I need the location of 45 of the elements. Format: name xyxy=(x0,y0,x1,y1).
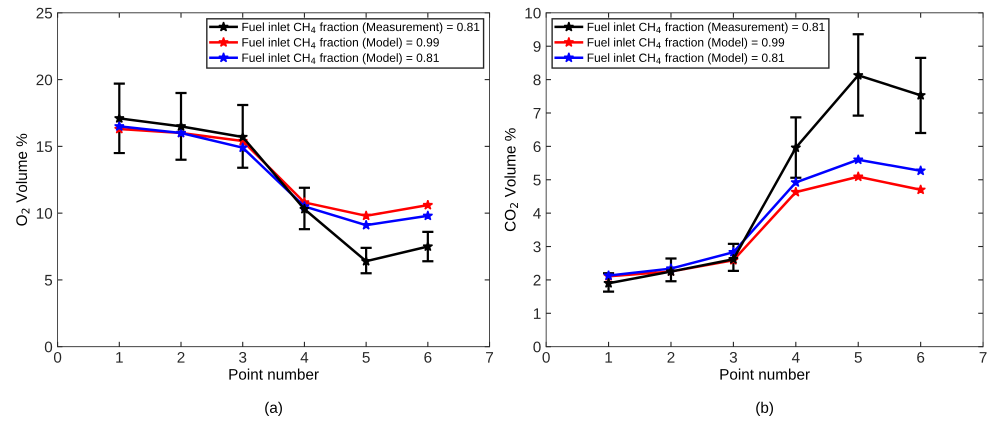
x-tick-label: 3 xyxy=(239,352,246,363)
legend-label: Fuel inlet CH$_{4}$ fraction (Model) = 0.99 xyxy=(242,38,439,49)
y-axis-title: O$_{2}$ Volume % xyxy=(16,134,30,226)
legend-label: Fuel inlet CH$_{4}$ fraction (Measurement) = 0.81 xyxy=(242,22,480,34)
y-tick-label: 2 xyxy=(534,274,541,286)
legend-label: Fuel inlet CH$_{4}$ fraction (Measurement) = 0.81 xyxy=(588,22,825,34)
legend-label: Fuel inlet CH$_{4}$ fraction (Model) = 0.81 xyxy=(588,53,784,64)
y-tick-label: 5 xyxy=(533,174,541,186)
y-tick-label: 15 xyxy=(36,141,52,152)
x-tick-label: 2 xyxy=(668,352,674,363)
legend-label: Fuel inlet CH$_{4}$ fraction (Model) = 0.81 xyxy=(242,53,439,64)
y-tick-label: 9 xyxy=(534,41,541,52)
x-tick-label: 5 xyxy=(362,352,370,363)
x-tick-label: 1 xyxy=(605,352,612,363)
x-tick-label: 6 xyxy=(917,352,924,363)
y-tick-label: 10 xyxy=(36,208,52,219)
x-tick-label: 6 xyxy=(424,352,432,363)
x-tick-label: 5 xyxy=(854,352,862,363)
legend-label: Fuel inlet CH$_{4}$ fraction (Model) = 0.99 xyxy=(588,38,784,49)
x-axis-title: Point number xyxy=(229,368,319,380)
x-tick-label: 4 xyxy=(300,352,308,363)
y-tick-label: 7 xyxy=(534,108,541,119)
y-tick-label: 0 xyxy=(533,342,541,352)
text: (b) xyxy=(756,402,773,416)
x-tick-label: 4 xyxy=(792,352,800,363)
y-tick-label: 5 xyxy=(44,274,52,286)
x-axis-title: Point number xyxy=(720,368,810,380)
y-tick-label: 8 xyxy=(533,74,541,86)
x-tick-label: 3 xyxy=(730,352,737,363)
y-tick-label: 0 xyxy=(44,342,52,352)
x-tick-label: 7 xyxy=(980,352,987,363)
y-axis-title: CO$_{2}$ Volume % xyxy=(504,128,518,232)
x-tick-label: 7 xyxy=(486,352,494,363)
y-tick-label: 1 xyxy=(534,308,541,319)
y-tick-label: 6 xyxy=(534,141,541,152)
y-tick-label: 10 xyxy=(525,8,541,19)
x-tick-label: 2 xyxy=(178,352,184,363)
y-tick-label: 20 xyxy=(36,74,52,86)
x-tick-label: 1 xyxy=(116,352,123,363)
y-tick-label: 4 xyxy=(533,208,541,219)
x-tick-label: 0 xyxy=(54,352,62,363)
y-tick-label: 25 xyxy=(36,8,52,19)
text: (a) xyxy=(265,402,282,416)
y-tick-label: 3 xyxy=(533,241,541,252)
x-tick-label: 0 xyxy=(542,352,550,363)
